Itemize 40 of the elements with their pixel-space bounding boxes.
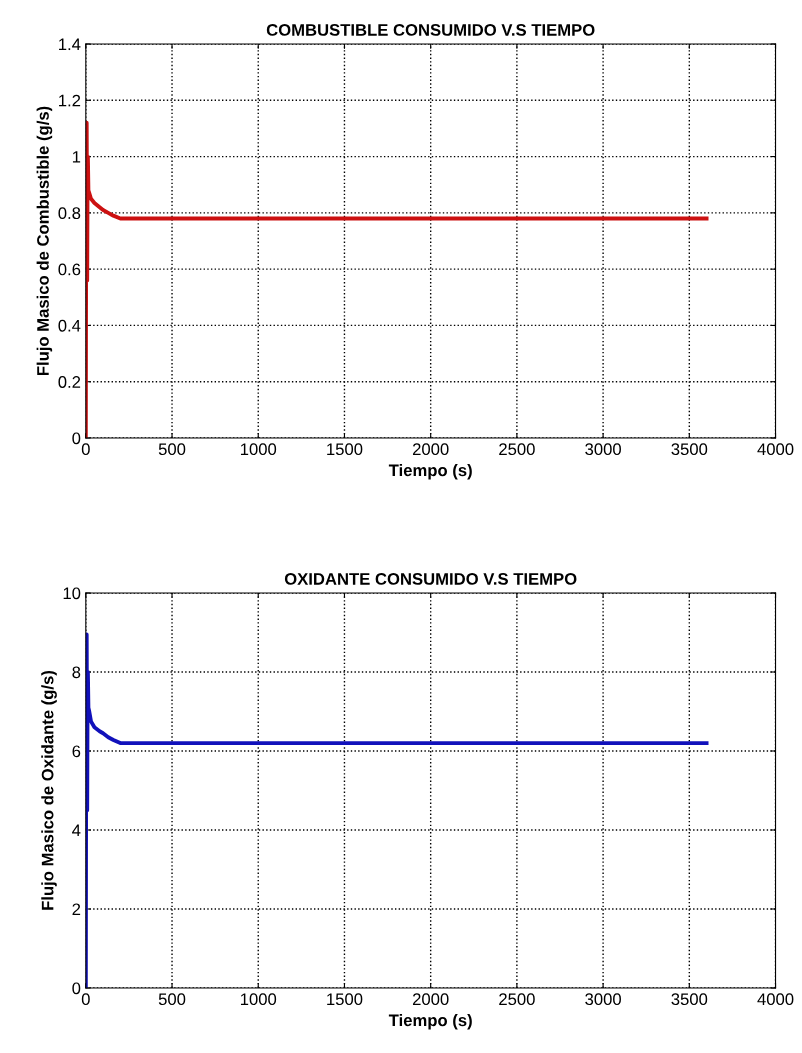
y-tick-label: 1.2 (59, 94, 81, 107)
x-tick-label: 0 (81, 443, 90, 456)
x-tick-label: 500 (158, 993, 186, 1006)
x-tick-label: 1000 (240, 993, 277, 1006)
chart-title: COMBUSTIBLE CONSUMIDO V.S TIEMPO (266, 24, 595, 36)
y-tick-label: 0.2 (58, 376, 81, 388)
y-tick-label: 0.4 (58, 319, 81, 332)
y-tick-label: 0.6 (58, 263, 81, 276)
x-tick-label: 4000 (757, 993, 794, 1006)
y-axis-title: Flujo Masico de Combustible (g/s) (36, 106, 53, 376)
y-tick-label: 0 (72, 982, 81, 995)
x-tick-label: 1500 (327, 993, 363, 1006)
x-tick-label: 0 (81, 993, 90, 1006)
y-tick-label: 0.8 (58, 207, 81, 220)
x-tick-label: 1500 (327, 443, 363, 456)
x-tick-label: 2000 (412, 993, 449, 1006)
x-tick-label: 2500 (499, 993, 535, 1006)
y-tick-label: 1 (72, 151, 81, 163)
y-axis-title: Flujo Masico de Oxidante (g/s) (41, 670, 57, 910)
x-tick-label: 2000 (412, 443, 449, 456)
x-tick-label: 3500 (671, 993, 708, 1006)
x-axis-title: Tiempo (s) (388, 463, 472, 480)
y-tick-label: 2 (72, 903, 81, 916)
x-axis-title: Tiempo (s) (388, 1013, 472, 1030)
y-tick-label: 0 (72, 432, 81, 445)
chart-title: OXIDANTE CONSUMIDO V.S TIEMPO (284, 573, 577, 585)
x-tick-label: 1000 (240, 443, 277, 456)
x-tick-label: 3500 (671, 443, 708, 456)
x-tick-label: 3000 (585, 443, 621, 456)
x-tick-label: 3000 (585, 993, 621, 1006)
line-series (85, 632, 709, 988)
y-tick-label: 4 (72, 824, 81, 837)
x-tick-label: 4000 (757, 443, 794, 456)
y-tick-label: 10 (63, 587, 81, 600)
x-tick-label: 500 (158, 443, 186, 456)
x-tick-label: 2500 (499, 443, 535, 456)
y-tick-label: 8 (72, 666, 81, 679)
line-series (85, 120, 709, 438)
y-tick-label: 6 (72, 745, 81, 758)
y-tick-label: 1.4 (59, 38, 81, 51)
